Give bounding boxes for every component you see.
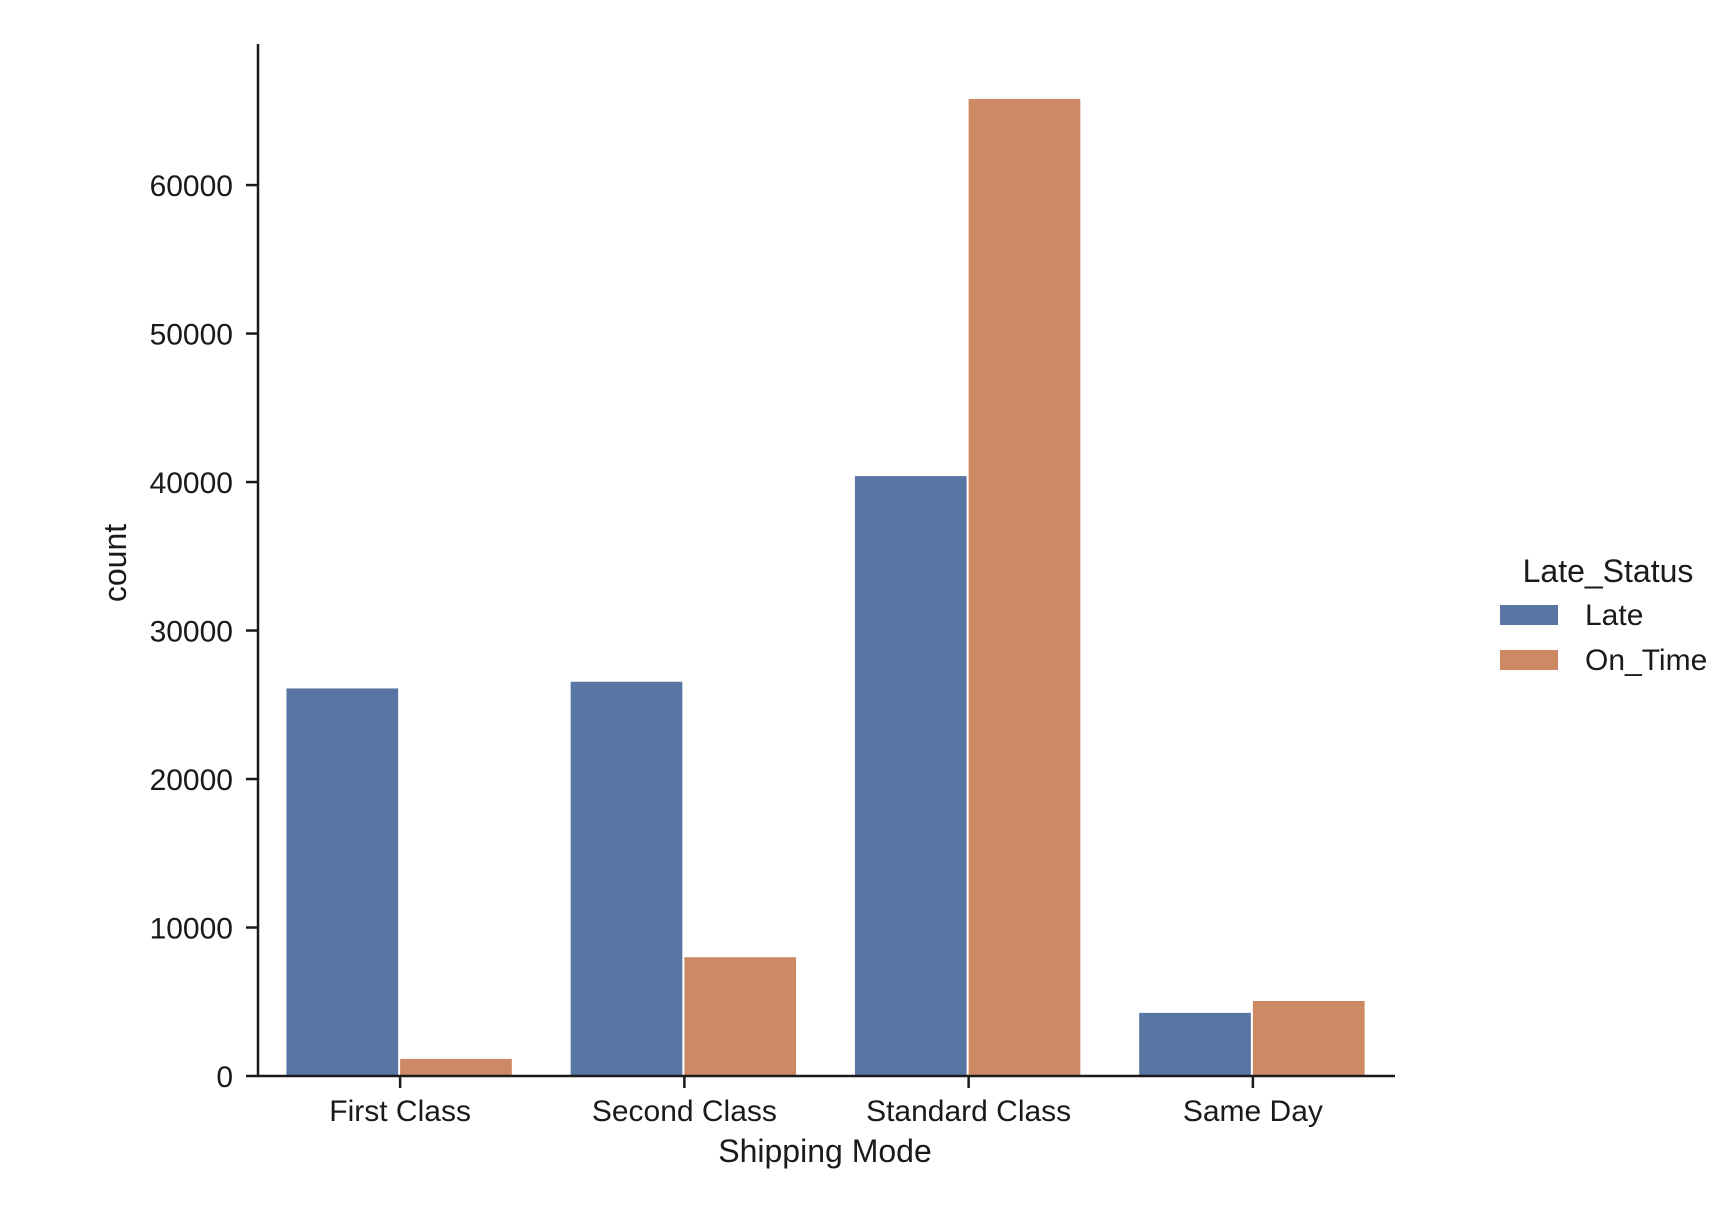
bar-first-class-late bbox=[286, 688, 399, 1076]
y-tick-label: 0 bbox=[216, 1061, 233, 1094]
y-tick-label: 40000 bbox=[150, 467, 233, 500]
y-tick-label: 30000 bbox=[150, 616, 233, 649]
x-tick-label: Second Class bbox=[592, 1095, 777, 1128]
legend-label-on-time: On_Time bbox=[1585, 644, 1707, 677]
bar-standard-class-late bbox=[854, 476, 967, 1077]
x-tick-label: Same Day bbox=[1183, 1095, 1323, 1128]
y-axis: 0 10000 20000 30000 40000 50000 60000 bbox=[150, 44, 260, 1094]
legend-label-late: Late bbox=[1585, 599, 1643, 632]
x-tick-label: First Class bbox=[329, 1095, 471, 1128]
y-axis-title: count bbox=[97, 524, 133, 602]
x-tick-label: Standard Class bbox=[866, 1095, 1071, 1128]
legend: Late_Status Late On_Time bbox=[1500, 553, 1707, 677]
legend-swatch-late bbox=[1500, 605, 1558, 625]
legend-title: Late_Status bbox=[1523, 553, 1694, 589]
bars-group bbox=[286, 98, 1365, 1077]
legend-swatch-on-time bbox=[1500, 650, 1558, 670]
bar-same-day-on-time bbox=[1252, 1001, 1365, 1076]
y-tick-label: 20000 bbox=[150, 764, 233, 797]
bar-same-day-late bbox=[1139, 1012, 1251, 1076]
y-tick-label: 10000 bbox=[150, 913, 233, 946]
bar-standard-class-on-time bbox=[968, 98, 1081, 1076]
x-axis: First Class Second Class Standard Class Sam… bbox=[258, 1074, 1395, 1128]
y-tick-label: 50000 bbox=[150, 319, 233, 352]
bar-second-class-late bbox=[570, 681, 683, 1076]
bar-first-class-on-time bbox=[400, 1058, 512, 1076]
bar-second-class-on-time bbox=[684, 957, 797, 1076]
y-tick-label: 60000 bbox=[150, 170, 233, 203]
x-axis-title: Shipping Mode bbox=[718, 1133, 931, 1169]
